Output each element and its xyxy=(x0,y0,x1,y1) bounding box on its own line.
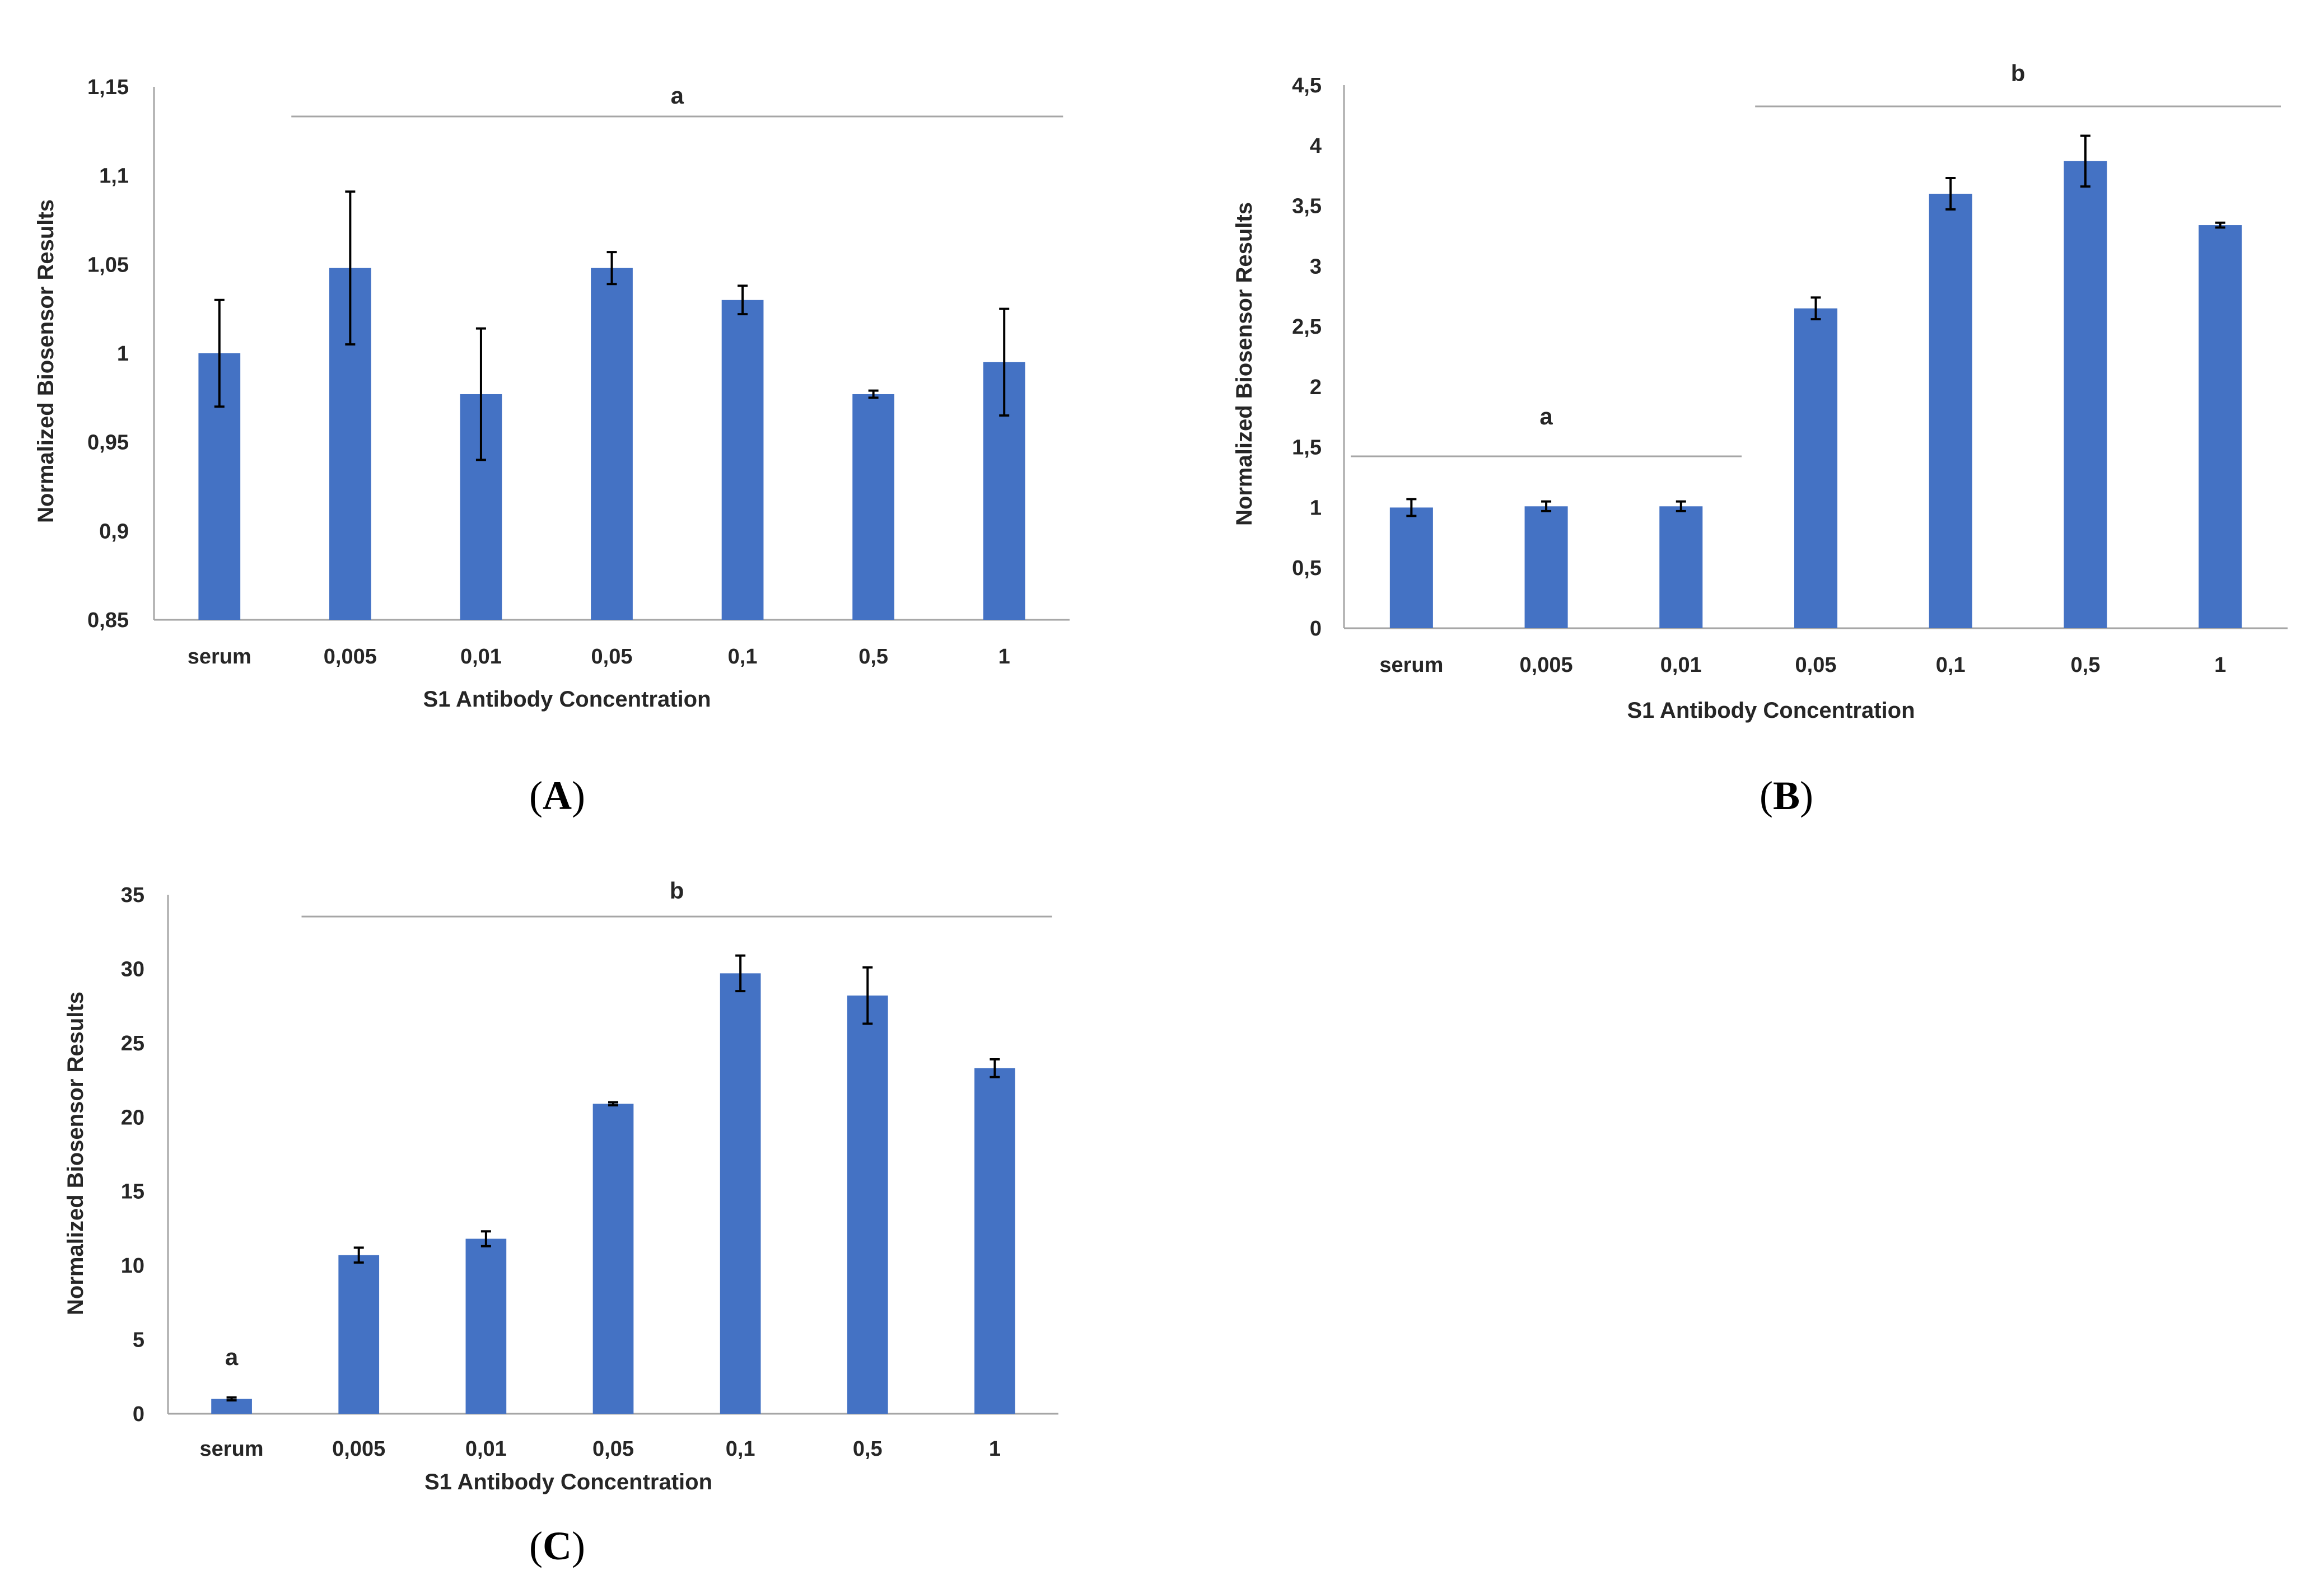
category-label: 0,005 xyxy=(1520,653,1573,677)
y-tick-label: 1 xyxy=(117,342,129,366)
category-label: 0,05 xyxy=(592,1437,634,1461)
y-axis-title: Normalized Biosensor Results xyxy=(63,992,88,1315)
category-label: 0,05 xyxy=(1795,653,1837,677)
category-label: 1 xyxy=(989,1437,1001,1461)
significance-letter: a xyxy=(225,1344,239,1370)
x-axis-title: S1 Antibody Concentration xyxy=(424,1470,712,1494)
y-tick-label: 0,9 xyxy=(99,520,129,543)
category-label: 1 xyxy=(2214,653,2226,677)
significance-letter: b xyxy=(2011,60,2026,86)
bar xyxy=(852,394,895,620)
y-tick-label: 1,15 xyxy=(87,76,129,99)
category-label: 0,1 xyxy=(728,645,758,669)
y-tick-label: 4 xyxy=(1310,134,1322,158)
chart-panel-b: 0 0,5 1 1,5 2 2,5 3 3,5 4 4,5 serum 0,005 0,01 0,05 0,… xyxy=(1232,60,2288,723)
bar xyxy=(592,1104,634,1414)
significance-letter: b xyxy=(670,877,684,904)
category-label: 0,01 xyxy=(1660,653,1702,677)
y-tick-label: 3,5 xyxy=(1292,195,1322,218)
chart-panel-c: 0 5 10 15 20 25 30 35 serum 0,005 0,01 0,05 0,1 0,5 1 S… xyxy=(63,877,1058,1494)
y-axis-title: Normalized Biosensor Results xyxy=(1232,202,1257,526)
category-label: 0,01 xyxy=(465,1437,507,1461)
y-tick-label: 10 xyxy=(121,1254,144,1278)
y-tick-label: 30 xyxy=(121,957,144,981)
y-tick-label: 25 xyxy=(121,1032,144,1055)
bar xyxy=(1389,507,1433,628)
category-label: 0,5 xyxy=(858,645,888,669)
category-label: 0,05 xyxy=(591,645,633,669)
bar xyxy=(847,996,888,1414)
category-label: 0,1 xyxy=(1936,653,1966,677)
y-axis-title: Normalized Biosensor Results xyxy=(34,199,58,523)
category-label: 0,01 xyxy=(460,645,502,669)
category-label: serum xyxy=(1379,653,1443,677)
y-tick-label: 0,85 xyxy=(87,609,129,632)
y-tick-label: 0 xyxy=(1310,617,1322,641)
category-label: 0,005 xyxy=(332,1437,385,1461)
bar xyxy=(1659,506,1703,628)
panel-label-b: (B) xyxy=(1760,773,1813,818)
bar xyxy=(2199,225,2242,628)
x-axis-title: S1 Antibody Concentration xyxy=(423,687,711,712)
bar xyxy=(1794,308,1838,628)
bar xyxy=(1524,506,1568,628)
category-label: serum xyxy=(188,645,251,669)
y-tick-label: 0 xyxy=(133,1403,144,1426)
y-tick-label: 1 xyxy=(1310,496,1322,520)
bar xyxy=(974,1068,1015,1414)
category-label: serum xyxy=(200,1437,264,1461)
bar xyxy=(1929,194,1972,628)
y-tick-label: 0,95 xyxy=(87,431,129,455)
panel-label-c: (C) xyxy=(529,1523,585,1568)
bar xyxy=(338,1255,380,1414)
bar xyxy=(721,300,764,620)
bar xyxy=(591,268,633,620)
panel-label-a: (A) xyxy=(529,773,585,818)
significance-letter: a xyxy=(1539,403,1553,429)
y-tick-label: 2 xyxy=(1310,376,1322,399)
significance-letter: a xyxy=(671,82,684,109)
y-tick-label: 1,05 xyxy=(87,253,129,277)
y-tick-label: 35 xyxy=(121,884,144,907)
y-tick-label: 4,5 xyxy=(1292,74,1322,97)
y-tick-label: 20 xyxy=(121,1106,144,1129)
y-tick-label: 1,1 xyxy=(99,165,129,188)
bar xyxy=(465,1239,507,1414)
category-label: 0,5 xyxy=(853,1437,883,1461)
y-tick-label: 0,5 xyxy=(1292,557,1322,580)
y-tick-label: 1,5 xyxy=(1292,436,1322,460)
category-label: 0,1 xyxy=(726,1437,755,1461)
y-tick-label: 5 xyxy=(133,1329,144,1352)
category-label: 0,5 xyxy=(2071,653,2101,677)
category-label: 0,005 xyxy=(324,645,377,669)
x-axis-title: S1 Antibody Concentration xyxy=(1627,698,1915,723)
bar xyxy=(2064,161,2107,628)
y-tick-label: 3 xyxy=(1310,255,1322,278)
bar xyxy=(720,973,761,1414)
y-tick-label: 2,5 xyxy=(1292,315,1322,339)
chart-panel-a: 0,85 0,9 0,95 1 1,05 1,1 1,15 serum 0,005 0,01 0,0… xyxy=(34,76,1070,712)
category-label: 1 xyxy=(998,645,1010,669)
y-tick-label: 15 xyxy=(121,1180,144,1204)
